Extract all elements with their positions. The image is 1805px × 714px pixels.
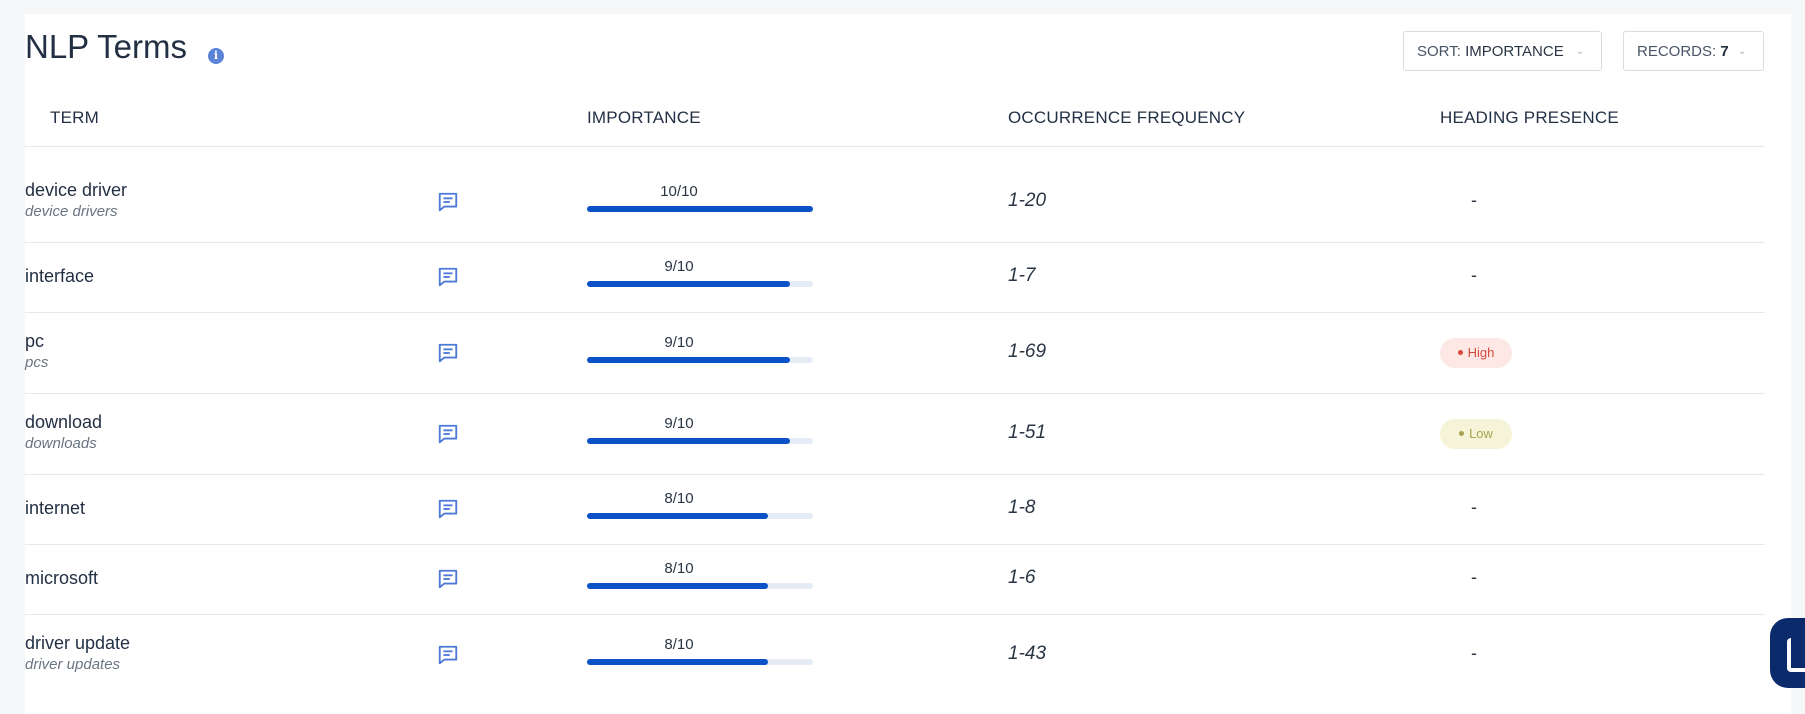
term-label: microsoft (25, 568, 99, 588)
importance-label: 10/10 (660, 182, 698, 200)
records-dropdown[interactable]: RECORDS: 7 ⌄ (1623, 31, 1764, 71)
importance-bar (587, 205, 813, 212)
importance-bar-fill (587, 356, 791, 363)
term-variant: device drivers (25, 202, 118, 220)
heading-presence-badge: Low (1440, 418, 1512, 449)
heading-presence-badge: High (1440, 337, 1512, 368)
occurrence-frequency: 1-69 (1008, 340, 1047, 362)
importance-bar (587, 583, 813, 589)
table-row[interactable]: microsoft 8/10 1-6 - (25, 544, 1765, 615)
term-variant: driver updates (25, 655, 121, 673)
info-icon[interactable]: i (208, 48, 224, 64)
term-label: driver update (25, 632, 131, 653)
sort-value: IMPORTANCE (1465, 43, 1564, 60)
importance-label: 8/10 (664, 560, 694, 577)
badge-label: High (1467, 344, 1495, 360)
importance-bar-fill (587, 281, 791, 287)
badge-label: Low (1469, 425, 1493, 441)
chat-widget-icon[interactable] (1770, 618, 1805, 688)
table-row[interactable]: device driver device drivers 10/10 1-20 - (25, 161, 1765, 243)
occurrence-frequency: 1-6 (1008, 567, 1036, 588)
table-row[interactable]: driver update driver updates 8/10 1-43 - (25, 614, 1765, 695)
column-header-importance[interactable]: IMPORTANCE (587, 108, 701, 127)
column-header-term[interactable]: TERM (50, 108, 99, 127)
status-dot (1457, 349, 1463, 355)
column-header-frequency[interactable]: OCCURRENCE FREQUENCY (1008, 108, 1246, 127)
occurrence-frequency: 1-7 (1008, 265, 1036, 286)
comment-icon[interactable] (437, 342, 459, 364)
comment-icon[interactable] (437, 498, 459, 520)
term-label: interface (25, 266, 95, 286)
comment-icon[interactable] (437, 423, 459, 445)
status-dot (1459, 430, 1465, 436)
sort-label: SORT: (1417, 43, 1461, 60)
importance-bar (587, 281, 813, 287)
term-label: device driver (25, 179, 128, 200)
importance-bar (587, 356, 813, 363)
page-title: NLP Terms (25, 28, 188, 65)
chevron-down-icon: ⌄ (1576, 46, 1585, 57)
importance-label: 8/10 (664, 635, 694, 653)
importance-bar-fill (587, 583, 768, 589)
term-label: internet (25, 498, 86, 518)
importance-bar-fill (587, 658, 768, 665)
header-divider (25, 146, 1765, 147)
occurrence-frequency: 1-20 (1008, 189, 1047, 211)
importance-label: 9/10 (664, 414, 694, 432)
column-header-heading[interactable]: HEADING PRESENCE (1440, 108, 1619, 127)
importance-bar (587, 658, 813, 665)
importance-bar (587, 437, 813, 444)
importance-bar-fill (587, 513, 768, 519)
importance-label: 9/10 (664, 258, 694, 275)
comment-icon[interactable] (437, 266, 459, 288)
table-row[interactable]: interface 9/10 1-7 - (25, 242, 1765, 313)
comment-icon[interactable] (437, 568, 459, 590)
comment-icon[interactable] (437, 191, 459, 213)
chevron-down-icon: ⌄ (1738, 46, 1747, 57)
importance-label: 9/10 (664, 333, 694, 351)
importance-bar (587, 513, 813, 519)
term-variant: downloads (25, 434, 97, 452)
occurrence-frequency: 1-8 (1008, 497, 1036, 518)
records-label: RECORDS: (1637, 43, 1717, 60)
table-row[interactable]: download downloads 9/10 1-51 Low (25, 393, 1765, 475)
heading-presence: - (1471, 189, 1477, 210)
table-row[interactable]: internet 8/10 1-8 - (25, 474, 1765, 545)
importance-bar-fill (587, 205, 813, 212)
term-variant: pcs (25, 353, 49, 371)
occurrence-frequency: 1-51 (1008, 421, 1047, 443)
heading-presence: - (1471, 567, 1477, 587)
heading-presence: - (1471, 642, 1477, 663)
sort-dropdown[interactable]: SORT: IMPORTANCE ⌄ (1403, 31, 1602, 71)
heading-presence: - (1471, 497, 1477, 517)
term-label: pc (25, 330, 45, 351)
term-label: download (25, 411, 103, 432)
occurrence-frequency: 1-43 (1008, 642, 1047, 664)
heading-presence: - (1471, 265, 1477, 285)
table-row[interactable]: pc pcs 9/10 1-69 High (25, 312, 1765, 394)
importance-bar-fill (587, 437, 791, 444)
comment-icon[interactable] (437, 644, 459, 666)
importance-label: 8/10 (664, 490, 694, 507)
records-value: 7 (1720, 43, 1729, 60)
